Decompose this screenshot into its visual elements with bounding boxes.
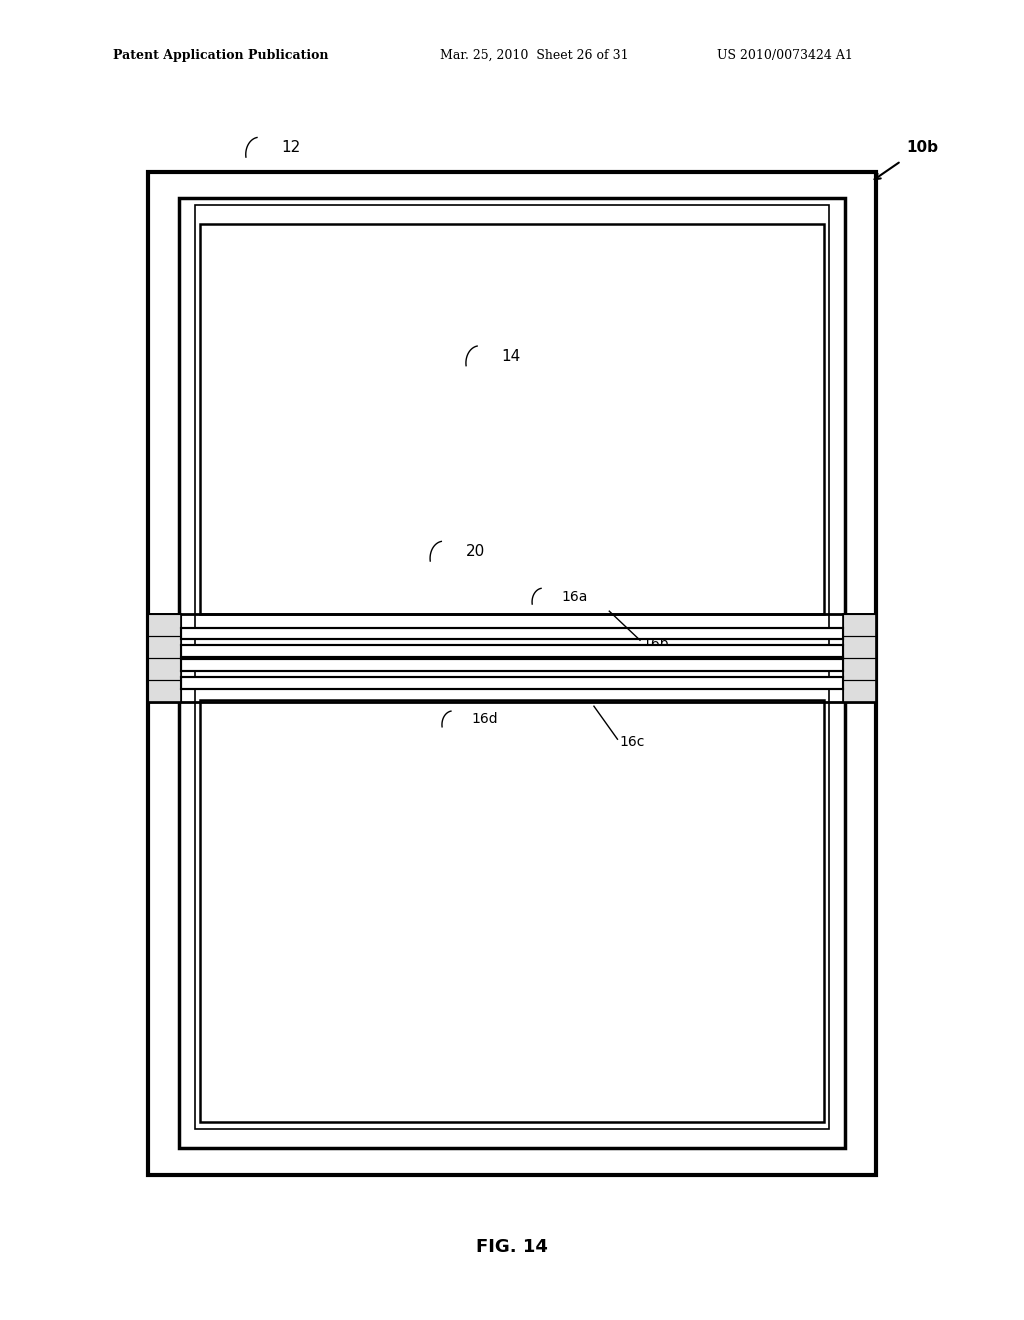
Text: 16b: 16b <box>642 638 669 651</box>
Bar <box>181 660 843 671</box>
Bar <box>843 636 876 657</box>
Bar <box>843 614 876 702</box>
Bar <box>843 614 876 636</box>
Bar <box>179 198 845 1148</box>
Bar <box>181 677 843 689</box>
Text: Patent Application Publication: Patent Application Publication <box>113 49 328 62</box>
Bar <box>148 172 876 1175</box>
Bar <box>200 224 824 614</box>
Bar <box>148 614 181 636</box>
Bar <box>181 645 843 656</box>
Bar <box>195 205 829 1129</box>
Text: 14: 14 <box>502 348 521 364</box>
Text: 16c: 16c <box>620 735 645 748</box>
Text: 16d: 16d <box>471 713 498 726</box>
Bar <box>181 627 843 639</box>
Text: FIG. 14: FIG. 14 <box>476 1238 548 1257</box>
Bar <box>148 680 181 702</box>
Text: 12: 12 <box>282 140 301 156</box>
Text: 10b: 10b <box>906 140 938 156</box>
Text: 20: 20 <box>466 544 485 560</box>
Text: Mar. 25, 2010  Sheet 26 of 31: Mar. 25, 2010 Sheet 26 of 31 <box>440 49 629 62</box>
Text: 16a: 16a <box>561 590 588 603</box>
Text: US 2010/0073424 A1: US 2010/0073424 A1 <box>717 49 853 62</box>
Bar <box>843 680 876 702</box>
Bar <box>200 700 824 1122</box>
Bar <box>148 614 181 702</box>
Bar <box>148 636 181 657</box>
Bar <box>843 657 876 680</box>
Bar <box>148 657 181 680</box>
